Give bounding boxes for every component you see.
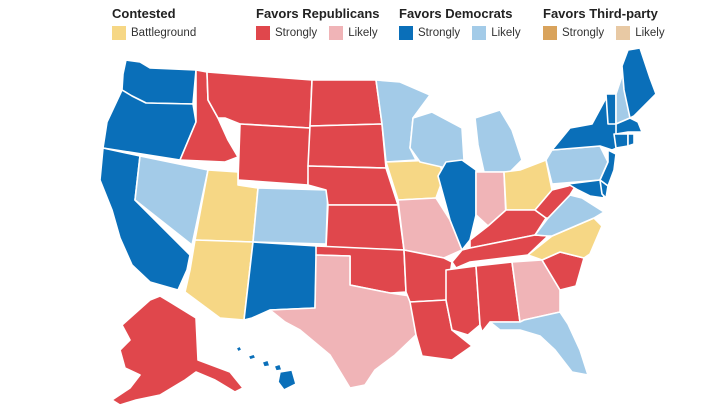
legend-item-third-likely: Likely	[616, 26, 665, 40]
legend-title-republicans: Favors Republicans	[256, 6, 380, 21]
legend-item-rep-strongly: Strongly	[256, 26, 317, 40]
legend-label-battleground: Battleground	[131, 27, 197, 39]
state-florida[interactable]	[489, 311, 589, 376]
legend-item-third-strongly: Strongly	[543, 26, 604, 40]
state-arizona[interactable]	[184, 239, 254, 321]
state-colorado[interactable]	[252, 187, 329, 245]
swatch-third-likely	[616, 26, 631, 40]
legend-label-rep-strongly: Strongly	[275, 27, 318, 39]
state-nevada[interactable]	[134, 155, 209, 246]
state-maryland[interactable]	[567, 179, 605, 199]
state-delaware[interactable]	[599, 179, 609, 199]
state-oregon[interactable]	[102, 89, 197, 161]
state-montana[interactable]	[206, 71, 313, 129]
legend-contested: Contested Battleground	[112, 6, 208, 40]
state-rhode-island[interactable]	[627, 133, 635, 147]
state-north-dakota[interactable]	[309, 79, 383, 127]
swatch-dem-strongly	[399, 26, 413, 40]
state-south-dakota[interactable]	[307, 123, 387, 169]
state-alaska[interactable]	[111, 295, 244, 406]
legend-title-democrats: Favors Democrats	[399, 6, 513, 21]
swatch-dem-likely	[472, 26, 487, 40]
state-michigan[interactable]	[474, 109, 523, 173]
state-arkansas[interactable]	[403, 249, 453, 303]
legend-item-battleground: Battleground	[112, 26, 196, 40]
swatch-rep-strongly	[256, 26, 270, 40]
legend-label-third-likely: Likely	[635, 27, 665, 39]
legend-title-third-party: Favors Third-party	[543, 6, 658, 21]
state-mississippi[interactable]	[445, 265, 481, 336]
legend-third-party: Favors Third-party Strongly Likely	[543, 6, 677, 40]
legend-label-dem-strongly: Strongly	[418, 27, 461, 39]
legend-label-third-strongly: Strongly	[562, 27, 605, 39]
swatch-rep-likely	[329, 26, 344, 40]
legend-label-rep-likely: Likely	[348, 27, 378, 39]
swatch-battleground	[112, 26, 126, 40]
state-vermont[interactable]	[605, 93, 617, 125]
state-hawaii[interactable]	[235, 345, 297, 391]
state-texas[interactable]	[269, 254, 417, 389]
legend-label-dem-likely: Likely	[491, 27, 521, 39]
state-connecticut[interactable]	[613, 133, 629, 149]
legend-item-rep-likely: Likely	[329, 26, 378, 40]
state-pennsylvania[interactable]	[545, 145, 609, 185]
swatch-third-strongly	[543, 26, 557, 40]
legend-title-contested: Contested	[112, 6, 176, 21]
state-kansas[interactable]	[325, 204, 405, 251]
legend-republicans: Favors Republicans Strongly Likely	[256, 6, 390, 40]
legend-item-dem-strongly: Strongly	[399, 26, 460, 40]
state-wyoming[interactable]	[237, 123, 311, 186]
state-wisconsin[interactable]	[409, 111, 465, 169]
state-maine[interactable]	[621, 47, 657, 119]
legend-item-dem-likely: Likely	[472, 26, 521, 40]
legend-democrats: Favors Democrats Strongly Likely	[399, 6, 533, 40]
